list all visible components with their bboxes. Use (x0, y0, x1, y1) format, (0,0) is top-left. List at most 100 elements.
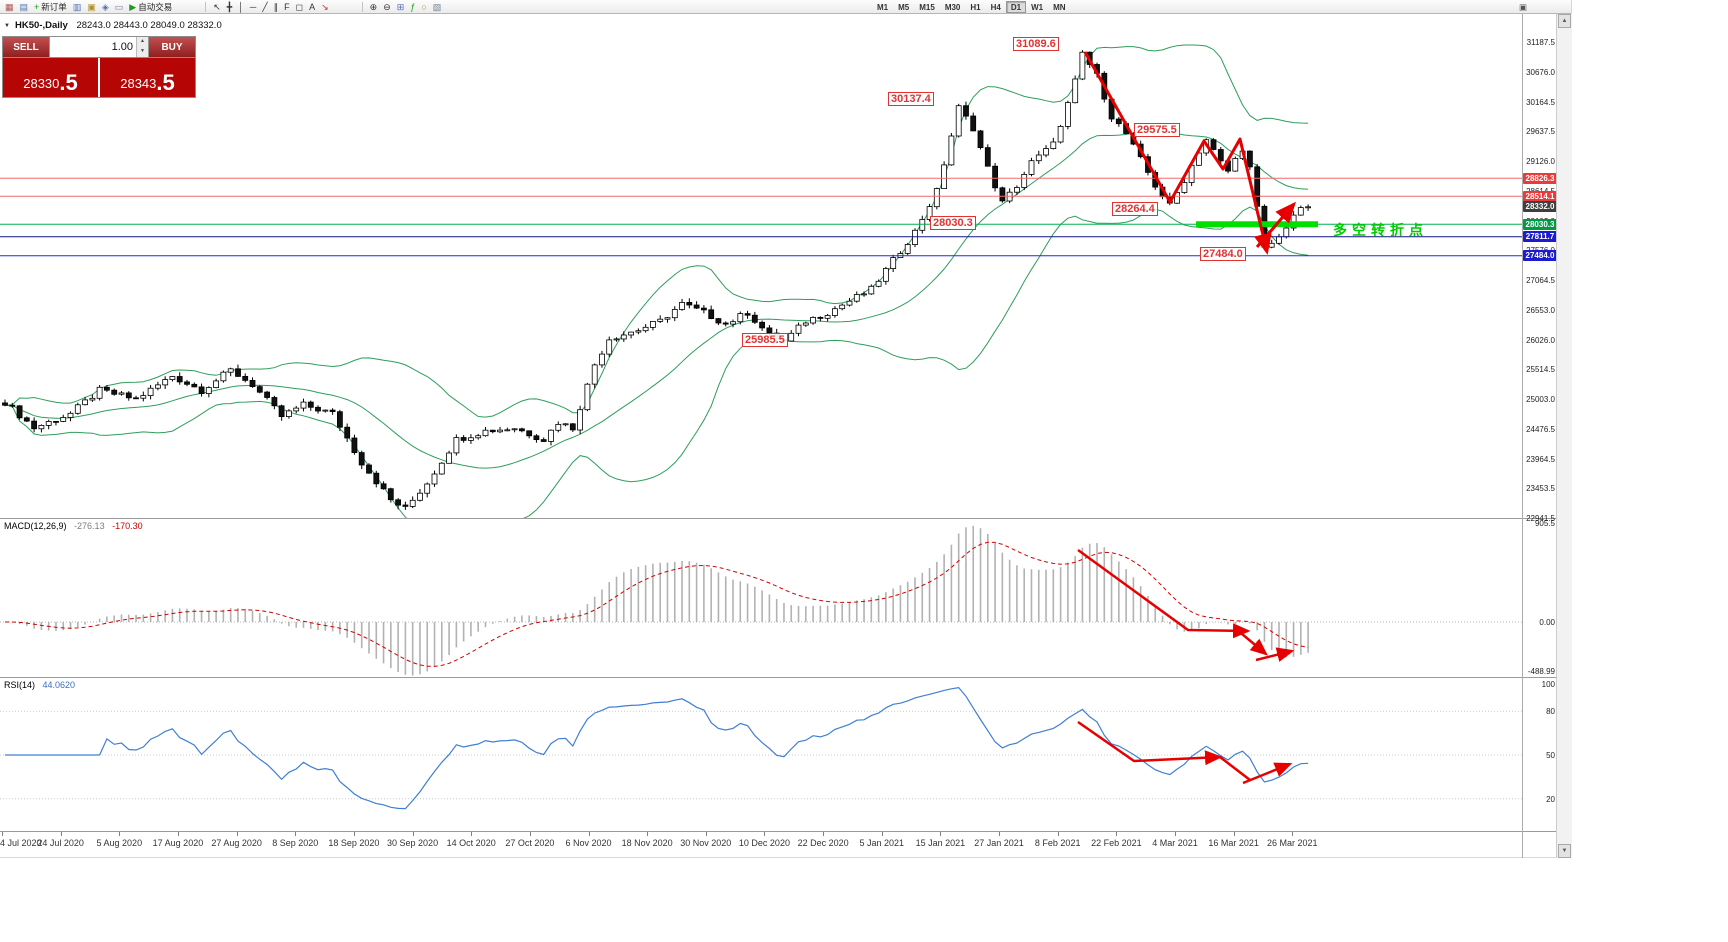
timeframe-mn[interactable]: MN (1053, 2, 1066, 12)
rsi-plot (0, 686, 1522, 810)
new-chart-icon[interactable]: ▦ (2, 1, 17, 13)
time-tick (882, 832, 883, 836)
one-click-collapse-icon[interactable]: ▼ (4, 23, 10, 29)
period-icon[interactable]: ○ (418, 1, 429, 13)
horizontal-lines[interactable] (0, 177, 1522, 257)
data-window-icon: ▣ (87, 1, 96, 12)
panel-separator[interactable] (0, 518, 1572, 519)
axis-price-box: 28332.0 (1523, 201, 1557, 213)
trend-arrows[interactable] (1083, 51, 1296, 255)
zoom-in-icon: ⊕ (369, 1, 378, 12)
trendline-icon[interactable]: ╱ (259, 1, 270, 13)
timeframe-h4[interactable]: H4 (990, 2, 1001, 12)
profiles-icon[interactable]: ▤ (17, 1, 32, 13)
chart-ohlc-values: 28243.0 28443.0 28049.0 28332.0 (76, 20, 222, 31)
cursor-icon[interactable]: ↖ (210, 1, 224, 13)
autotrading-button-label: 自动交易 (138, 1, 173, 12)
new-order-button[interactable]: + 新订单 (31, 1, 70, 13)
macd-signal-value: -170.30 (112, 521, 143, 531)
navigator-icon[interactable]: ◈ (99, 1, 112, 13)
price-axis-label: 23453.5 (1526, 484, 1555, 494)
channel-icon[interactable]: ∥ (271, 1, 282, 13)
timeframe-m15[interactable]: M15 (919, 2, 935, 12)
date-label: 10 Dec 2020 (738, 838, 790, 848)
macd-name: MACD(12,26,9) (4, 521, 67, 531)
date-label: 14 Oct 2020 (446, 838, 496, 848)
crosshair-icon: ╋ (226, 1, 233, 12)
dock-icon[interactable]: ▣ (1519, 1, 1528, 12)
shapes-icon[interactable]: ◻ (293, 1, 306, 13)
volume-up-icon[interactable]: ▲ (137, 37, 148, 47)
date-label: 5 Aug 2020 (96, 838, 143, 848)
chart-canvas[interactable] (0, 0, 1572, 858)
terminal-icon: ▭ (114, 1, 124, 12)
price-annotation[interactable]: 27484.0 (1200, 247, 1246, 261)
indicators-icon: ƒ (410, 1, 416, 12)
date-label: 4 Mar 2021 (1152, 838, 1198, 848)
template-icon[interactable]: ▧ (430, 1, 445, 13)
volume-value[interactable]: 1.00 (111, 41, 133, 53)
buy-button[interactable]: BUY (149, 37, 195, 57)
time-tick (1116, 832, 1117, 836)
rsi-value: 44.0620 (42, 680, 76, 690)
axis-price-box: 27811.7 (1523, 231, 1557, 243)
timeframe-m5[interactable]: M5 (898, 2, 910, 12)
crosshair-icon[interactable]: ╋ (224, 1, 235, 13)
trendline-icon: ╱ (262, 1, 268, 12)
timeframe-m1[interactable]: M1 (877, 2, 889, 12)
price-axis-label: 26553.0 (1526, 305, 1555, 315)
macd-indicator-label: MACD(12,26,9) -276.13 -170.30 (4, 521, 143, 531)
price-axis-label: 22941.5 (1526, 514, 1555, 524)
price-annotation[interactable]: 28030.3 (930, 216, 976, 230)
shapes-icon: ◻ (295, 1, 304, 12)
time-tick (1175, 832, 1176, 836)
candles[interactable] (2, 50, 1311, 510)
time-tick (237, 832, 238, 836)
price-annotation[interactable]: 30137.4 (888, 92, 934, 106)
price-axis-label: 29637.5 (1526, 127, 1555, 137)
vertical-scrollbar[interactable]: ▲ ▼ (1556, 14, 1572, 858)
date-label: 30 Sep 2020 (387, 838, 439, 848)
zoom-in-icon[interactable]: ⊕ (367, 1, 381, 13)
price-axis-label: 24476.5 (1526, 424, 1555, 434)
terminal-icon[interactable]: ▭ (112, 1, 127, 13)
price-annotation[interactable]: 29575.5 (1134, 123, 1180, 137)
arrows-icon: ↘ (321, 1, 329, 12)
panel-separator[interactable] (0, 677, 1572, 678)
timeframe-w1[interactable]: W1 (1031, 2, 1044, 12)
time-tick (354, 832, 355, 836)
toolbar-separator (205, 1, 207, 12)
autotrading-button[interactable]: ▶ 自动交易 (126, 1, 175, 13)
price-annotation[interactable]: 28264.4 (1112, 202, 1158, 216)
rsi-name: RSI(14) (4, 680, 36, 690)
text-icon[interactable]: A (306, 1, 318, 13)
ask-price[interactable]: 28343.5 (100, 58, 195, 97)
price-axis-label: 30676.0 (1526, 67, 1555, 77)
market-watch-icon[interactable]: ▥ (70, 1, 85, 13)
scroll-down-icon[interactable]: ▼ (1558, 844, 1571, 858)
horizontal-line-icon: ─ (249, 1, 257, 12)
horizontal-line-icon[interactable]: ─ (247, 1, 259, 13)
tile-windows-icon[interactable]: ⊞ (394, 1, 408, 13)
navigator-icon: ◈ (101, 1, 109, 12)
timeframe-m30[interactable]: M30 (944, 2, 961, 12)
price-annotation[interactable]: 25985.5 (742, 333, 788, 347)
timeframe-h1[interactable]: H1 (970, 2, 981, 12)
scroll-up-icon[interactable]: ▲ (1558, 14, 1571, 28)
zoom-out-icon[interactable]: ⊖ (380, 1, 394, 13)
volume-field[interactable]: 1.00 ▲ ▼ (49, 37, 149, 57)
sell-button[interactable]: SELL (3, 37, 49, 57)
arrows-icon[interactable]: ↘ (318, 1, 332, 13)
macd-axis-label: 0.00 (1539, 618, 1555, 627)
time-tick (471, 832, 472, 836)
indicators-icon[interactable]: ƒ (407, 1, 418, 13)
bid-price[interactable]: 28330.5 (3, 58, 100, 97)
fibonacci-icon[interactable]: F (281, 1, 293, 13)
data-window-icon[interactable]: ▣ (84, 1, 99, 13)
macd-plot (0, 525, 1522, 676)
volume-down-icon[interactable]: ▼ (137, 47, 148, 57)
price-annotation[interactable]: 31089.6 (1013, 37, 1059, 51)
timeframe-d1[interactable]: D1 (1005, 1, 1027, 13)
vertical-line-icon[interactable]: │ (235, 1, 247, 13)
pivot-point-annotation[interactable]: 多空转折点 (1333, 222, 1428, 238)
